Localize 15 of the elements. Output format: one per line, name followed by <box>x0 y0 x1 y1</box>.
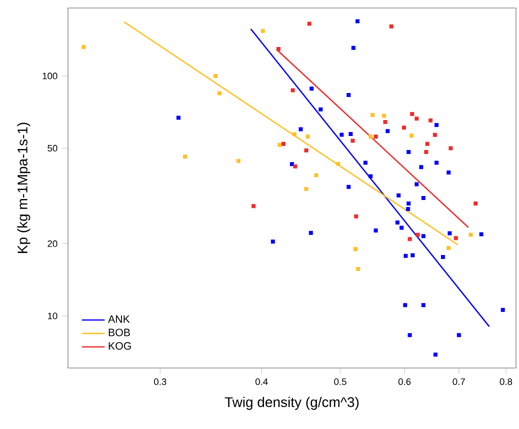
y-tick-label: 10 <box>48 312 58 320</box>
x-tick-label: 0.8 <box>500 378 512 385</box>
y-axis-title: Kp (kg m-1Mpa-1s-1) <box>17 122 30 253</box>
legend-label: KOG <box>108 342 131 350</box>
x-tick-label: 0.4 <box>255 378 268 385</box>
x-tick-label: 0.5 <box>334 378 346 385</box>
x-tick-label: 0.3 <box>154 378 166 385</box>
legend-label: ANK <box>108 315 130 323</box>
x-axis-title: Twig density (g/cm^3) <box>224 396 359 410</box>
legend-label: BOB <box>108 328 130 336</box>
y-tick-label: 50 <box>48 144 58 152</box>
y-tick-label: 20 <box>48 240 58 248</box>
x-tick-label: 0.6 <box>398 378 411 385</box>
y-tick-label: 100 <box>42 72 58 80</box>
x-tick-label: 0.7 <box>452 378 465 385</box>
